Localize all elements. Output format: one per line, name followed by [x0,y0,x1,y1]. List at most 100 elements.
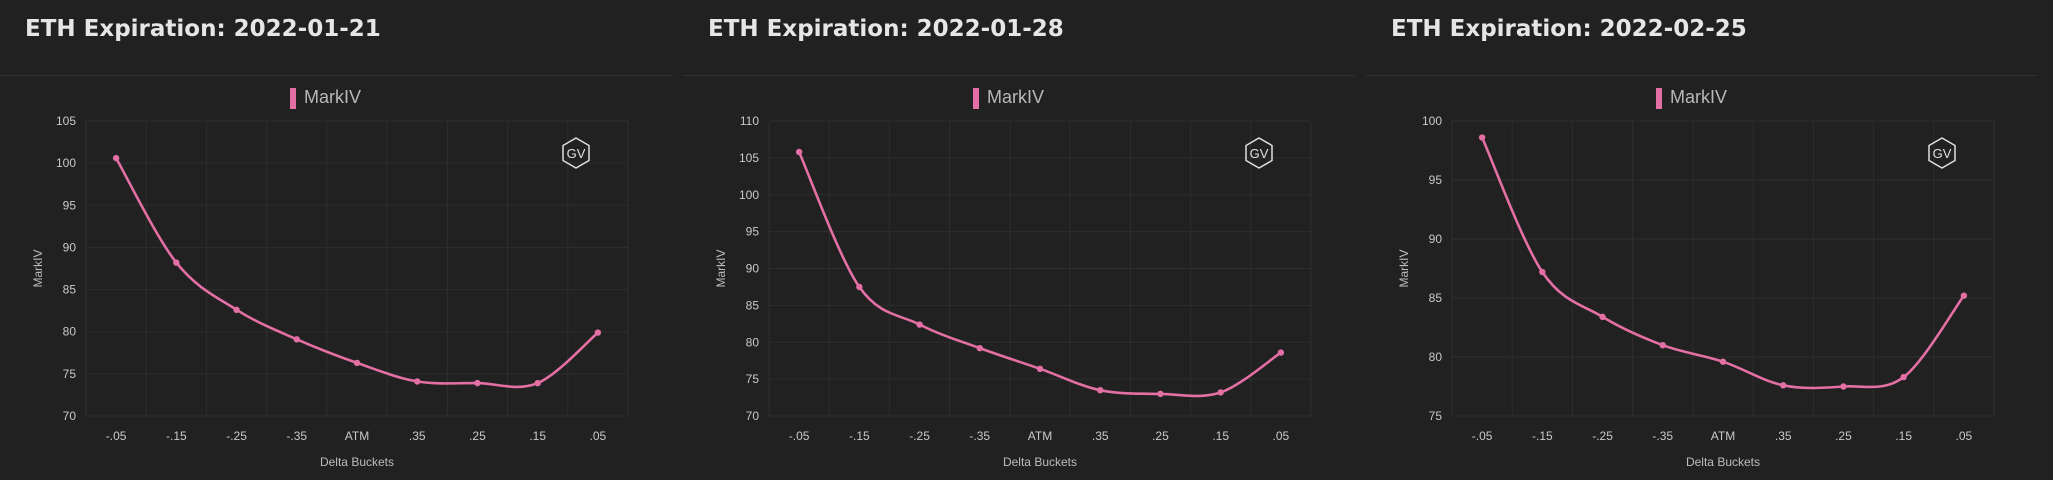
x-tick-label: ATM [1711,429,1735,443]
legend-swatch [1656,88,1662,109]
y-tick-label: 90 [63,240,77,254]
data-point[interactable] [1478,134,1486,141]
x-tick-label: .25 [1835,429,1852,443]
data-point[interactable] [1036,365,1044,372]
x-tick-label: .15 [529,429,546,443]
grid [768,120,1312,417]
legend[interactable]: MarkIV [290,87,361,109]
data-point[interactable] [1539,268,1546,276]
line-chart: 75 80 85 90 95 100 -.05 -.15 -.25 -.35 ATM .35 .25 .1… [1397,87,1995,469]
x-tick-label: .05 [1273,429,1290,443]
y-tick-label: 95 [63,198,77,212]
panel-title: ETH Expiration: 2022-01-28 [708,16,1064,42]
x-tick-label: .15 [1895,429,1912,443]
data-point[interactable] [414,378,421,385]
data-point[interactable] [534,379,541,387]
y-tick-label: 70 [746,409,760,423]
y-tick-label: 110 [740,114,759,128]
y-tick-label: 95 [746,225,760,239]
x-tick-label: .05 [1956,429,1973,443]
legend-label: MarkIV [1670,87,1727,107]
data-point[interactable] [1157,390,1164,398]
y-tick-label: 80 [1429,350,1443,364]
y-tick-label: 70 [63,409,77,423]
x-tick-label: -.25 [909,429,930,443]
y-tick-label: 90 [1429,232,1443,246]
grid [1451,120,1995,417]
x-tick-label: .35 [1092,429,1109,443]
panel-header: ETH Expiration: 2022-01-21 [0,0,672,76]
data-point[interactable] [795,148,803,156]
legend-swatch [973,88,979,109]
gv-logo-text: GV [567,146,586,161]
grid [85,120,629,417]
gv-logo-icon: GV [562,137,590,169]
y-tick-label: 80 [63,325,77,339]
y-tick-label: 75 [1429,409,1443,423]
x-tick-label: -.35 [969,429,990,443]
x-tick-label: .35 [409,429,426,443]
y-axis-label: MarkIV [31,249,45,287]
data-point[interactable] [293,336,300,343]
x-axis-label: Delta Buckets [320,455,394,469]
series-line [1480,136,1966,390]
y-axis-label: MarkIV [714,249,728,287]
data-point[interactable] [1719,358,1727,365]
data-point[interactable] [594,329,602,336]
data-point[interactable] [1659,342,1666,349]
chart-panel: ETH Expiration: 2022-01-21 70 75 80 85 90 95 1… [0,0,672,480]
legend-swatch [290,88,296,109]
y-tick-label: 95 [1429,173,1443,187]
data-point[interactable] [353,359,361,367]
data-point[interactable] [1960,292,1968,299]
data-point[interactable] [1277,349,1285,356]
y-tick-label: 75 [63,367,77,381]
y-tick-label: 80 [746,335,760,349]
x-tick-label: -.25 [226,429,247,443]
x-tick-label: ATM [1028,429,1052,443]
data-point[interactable] [474,379,481,387]
data-point[interactable] [1599,313,1606,321]
y-tick-label: 85 [63,283,77,297]
x-tick-label: -.15 [1532,429,1553,443]
x-tick-label: -.35 [1652,429,1673,443]
panel-title: ETH Expiration: 2022-02-25 [1391,16,1747,42]
legend-label: MarkIV [304,87,361,107]
data-point[interactable] [1097,386,1104,394]
legend[interactable]: MarkIV [973,87,1044,109]
x-tick-label: -.15 [849,429,870,443]
panel-title: ETH Expiration: 2022-01-21 [25,16,381,42]
y-tick-label: 85 [746,298,760,312]
data-point[interactable] [233,306,240,313]
chart-panel: ETH Expiration: 2022-02-25 75 80 85 90 95 100… [1366,0,2038,480]
data-point[interactable] [1900,373,1907,381]
x-tick-label: -.25 [1592,429,1613,443]
x-tick-label: .35 [1775,429,1792,443]
legend[interactable]: MarkIV [1656,87,1727,109]
gv-logo-text: GV [1250,146,1269,161]
x-tick-label: -.05 [1472,429,1493,443]
y-axis-label: MarkIV [1397,249,1411,287]
data-point[interactable] [173,259,180,266]
y-tick-label: 105 [739,151,759,165]
data-point[interactable] [1840,383,1847,390]
x-tick-label: .25 [1152,429,1169,443]
x-tick-label: -.15 [166,429,187,443]
data-point[interactable] [1217,389,1224,396]
x-tick-label: ATM [345,429,369,443]
data-point[interactable] [1780,382,1787,389]
y-tick-label: 85 [1429,291,1443,305]
data-point[interactable] [856,283,863,291]
data-point[interactable] [976,344,983,352]
series-line [114,156,600,389]
y-tick-label: 75 [746,372,760,386]
data-point[interactable] [112,154,120,162]
x-axis-label: Delta Buckets [1686,455,1760,469]
x-axis-label: Delta Buckets [1003,455,1077,469]
legend-label: MarkIV [987,87,1044,107]
gv-logo-text: GV [1933,146,1952,161]
panel-header: ETH Expiration: 2022-02-25 [1366,0,2038,76]
data-point[interactable] [916,321,923,328]
y-tick-label: 90 [746,262,760,276]
